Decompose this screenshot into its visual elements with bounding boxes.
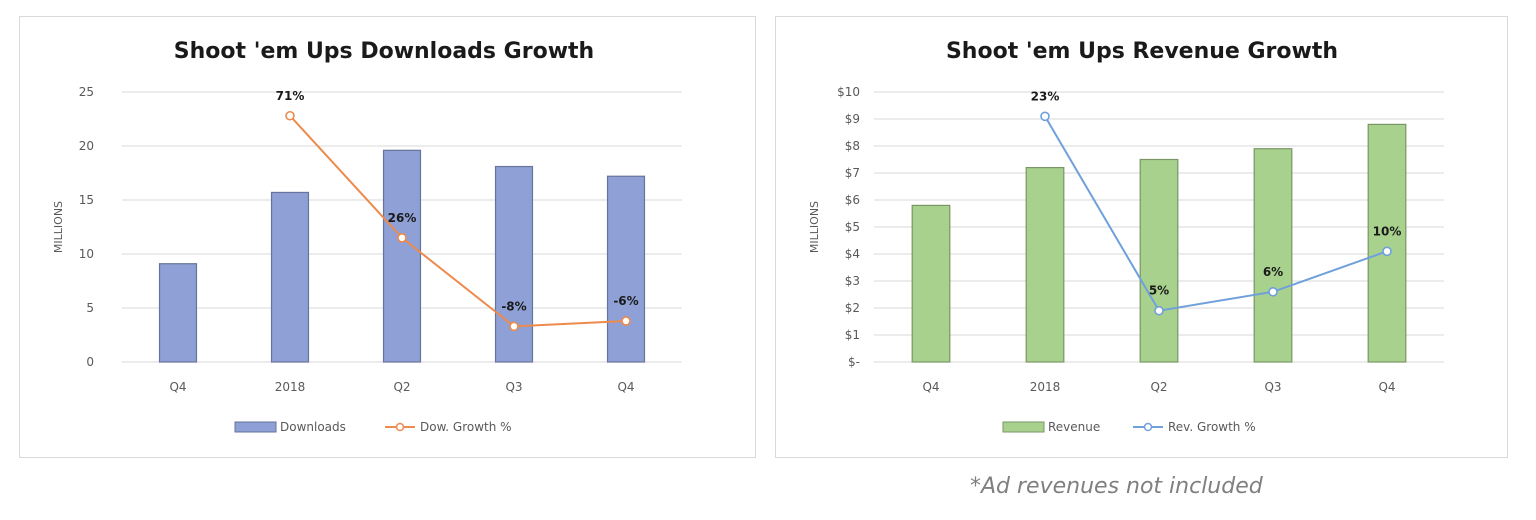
data-label: -6% — [613, 294, 638, 308]
line-point — [509, 321, 519, 332]
data-label: 23% — [1031, 89, 1060, 103]
revenue-growth-chart: Shoot 'em Ups Revenue Growth MILLIONS $- $1… — [808, 39, 1444, 434]
x-tick-label: Q3 — [1264, 380, 1281, 394]
y-tick-label: $3 — [845, 274, 860, 288]
y-tick-label: $6 — [845, 193, 860, 207]
bar — [606, 175, 646, 363]
footnote-text: *Ad revenues not included — [970, 474, 1263, 499]
y-tick-label: $5 — [845, 220, 860, 234]
downloads-chart-panel: Shoot 'em Ups Downloads Growth MILLIONS 0 5… — [19, 16, 756, 458]
y-tick-label: 15 — [79, 193, 94, 207]
x-tick-label: Q4 — [1378, 380, 1395, 394]
x-tick-label: Q3 — [505, 380, 522, 394]
y-tick-label: $- — [848, 355, 860, 369]
legend-label: Dow. Growth % — [420, 420, 512, 434]
y-tick-label: $8 — [845, 139, 860, 153]
line-point — [1154, 305, 1164, 316]
y-tick-label: $9 — [845, 112, 860, 126]
legend-label: Downloads — [280, 420, 346, 434]
y-tick-label: $7 — [845, 166, 860, 180]
legend-line-marker — [1143, 422, 1153, 432]
y-axis-title: MILLIONS — [808, 201, 821, 253]
line-point — [397, 233, 407, 243]
line-point — [1040, 111, 1050, 122]
chart-title: Shoot 'em Ups Downloads Growth — [174, 39, 594, 64]
data-label: 5% — [1149, 284, 1169, 298]
bar — [1367, 123, 1407, 363]
line-point — [1382, 246, 1392, 257]
y-tick-label: 25 — [79, 85, 94, 99]
legend-line-marker — [395, 422, 405, 432]
bar — [911, 204, 951, 363]
line-point — [285, 110, 295, 121]
y-tick-label: $2 — [845, 301, 860, 315]
y-tick-label: $1 — [845, 328, 860, 342]
line-point — [1268, 286, 1278, 297]
data-label: 71% — [276, 89, 305, 103]
growth-line — [1044, 115, 1388, 312]
legend-bar-swatch — [1002, 421, 1045, 433]
growth-line — [289, 115, 627, 328]
revenue-chart-panel: Shoot 'em Ups Revenue Growth MILLIONS $- $1… — [775, 16, 1508, 458]
x-tick-label: 2018 — [1030, 380, 1061, 394]
y-tick-label: 10 — [79, 247, 94, 261]
x-tick-label: Q2 — [393, 380, 410, 394]
legend-label: Revenue — [1048, 420, 1100, 434]
bar — [1025, 167, 1065, 363]
y-tick-label: $4 — [845, 247, 860, 261]
data-label: -8% — [501, 299, 526, 313]
downloads-growth-chart: Shoot 'em Ups Downloads Growth MILLIONS 0 5… — [52, 39, 682, 434]
bar — [1139, 158, 1179, 363]
x-tick-label: Q4 — [922, 380, 939, 394]
bar — [382, 149, 422, 363]
data-label: 26% — [388, 211, 417, 225]
data-label: 6% — [1263, 265, 1283, 279]
bar — [494, 165, 534, 363]
chart-title: Shoot 'em Ups Revenue Growth — [946, 39, 1338, 64]
y-tick-label: 5 — [86, 301, 94, 315]
bar — [1253, 148, 1293, 363]
x-tick-label: Q4 — [169, 380, 186, 394]
bar — [158, 263, 198, 363]
y-tick-label: 20 — [79, 139, 94, 153]
bar — [270, 191, 310, 363]
legend-bar-swatch — [234, 421, 277, 433]
legend-label: Rev. Growth % — [1168, 420, 1256, 434]
y-axis-title: MILLIONS — [52, 201, 65, 253]
y-tick-label: $10 — [837, 85, 860, 99]
line-point — [621, 316, 631, 326]
y-tick-label: 0 — [86, 355, 94, 369]
x-tick-label: Q4 — [617, 380, 634, 394]
x-tick-label: 2018 — [275, 380, 306, 394]
x-tick-label: Q2 — [1150, 380, 1167, 394]
data-label: 10% — [1373, 224, 1402, 238]
